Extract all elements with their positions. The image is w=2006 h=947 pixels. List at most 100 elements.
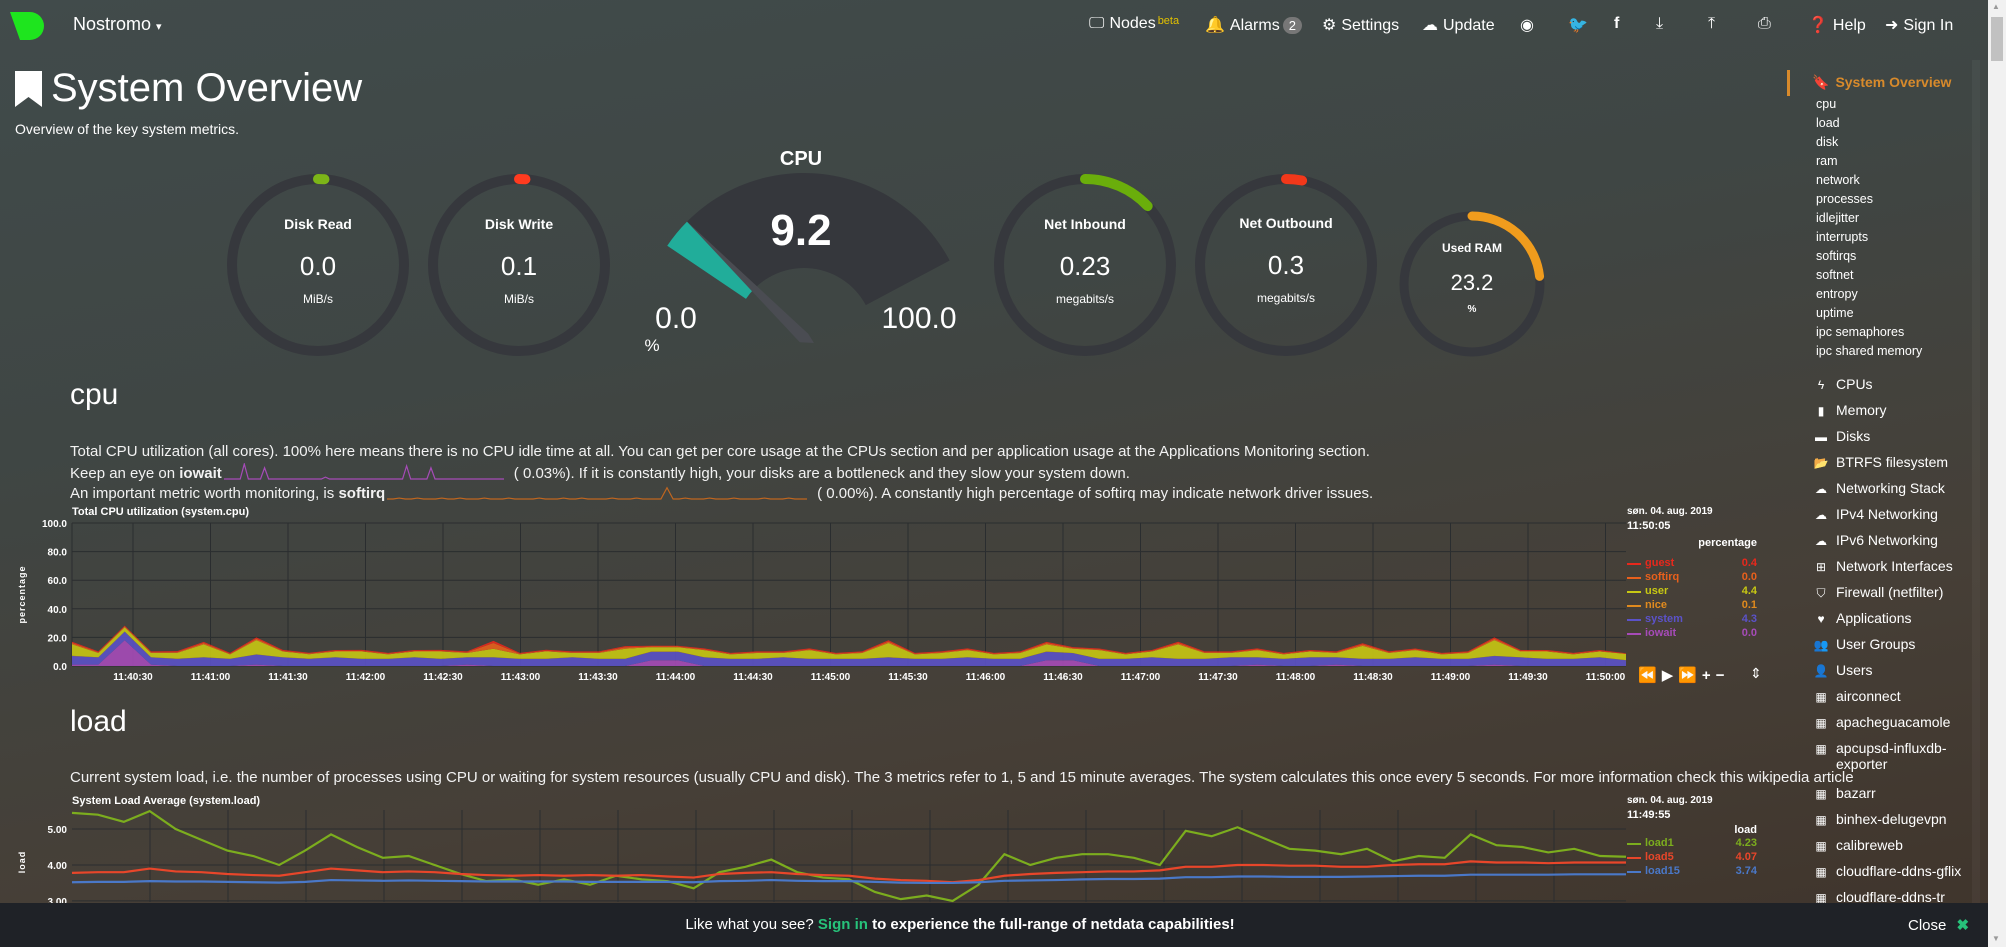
sidebar-item-bazarr[interactable]: ▦ bazarr: [1812, 785, 1875, 801]
sidebar-item-ipv4-networking[interactable]: ☁ IPv4 Networking: [1812, 506, 1938, 522]
sidebar-item-applications[interactable]: ♥ Applications: [1812, 610, 1911, 626]
grid-icon: ▦: [1815, 891, 1827, 905]
cpu-gauge-unit: %: [644, 336, 660, 355]
y-tick-label: 20.0: [48, 633, 68, 644]
sidebar-item-apcupsd-influxdb-[interactable]: ▦ apcupsd-influxdb-exporter: [1812, 740, 1946, 772]
sidebar-subitem-softirqs[interactable]: softirqs: [1816, 249, 1857, 263]
upload-icon[interactable]: ⤒: [1708, 15, 1716, 32]
nav-update[interactable]: ☁ Update: [1422, 15, 1495, 35]
sidebar-item-label: apacheguacamole: [1836, 714, 1951, 730]
sidebar-subitem-ram[interactable]: ram: [1816, 154, 1838, 168]
line-load1: [71, 809, 1627, 903]
sidebar-item-network-interfaces[interactable]: ⊞ Network Interfaces: [1812, 558, 1953, 574]
legend-item-system[interactable]: system 4.3: [1627, 613, 1757, 627]
sidebar-subitem-network[interactable]: network: [1816, 173, 1860, 187]
sidebar-subitem-softnet[interactable]: softnet: [1816, 268, 1854, 282]
sidebar-subitem-disk[interactable]: disk: [1816, 135, 1839, 149]
legend-swatch: [1627, 619, 1641, 621]
legend-value: 0.1: [1741, 599, 1757, 611]
zoom-in-icon[interactable]: +: [1701, 667, 1716, 684]
sidebar-item-ipv6-networking[interactable]: ☁ IPv6 Networking: [1812, 532, 1938, 548]
legend-item-load15[interactable]: load15 3.74: [1627, 865, 1757, 879]
rewind-icon[interactable]: ⏪: [1638, 667, 1662, 684]
load-chart[interactable]: 5.00 4.00 3.00 load: [0, 800, 1630, 903]
facebook-icon[interactable]: f: [1614, 15, 1620, 32]
sidebar-item-cloudflare-ddns-tr[interactable]: ▦ cloudflare-ddns-tr: [1812, 889, 1945, 905]
sidebar-item-label: Users: [1836, 662, 1873, 678]
legend-item-user[interactable]: user 4.4: [1627, 585, 1757, 599]
cpu-gauge-label: CPU: [779, 148, 823, 170]
sidebar-subitem-interrupts[interactable]: interrupts: [1816, 230, 1869, 244]
netdata-logo[interactable]: [10, 12, 44, 40]
sidebar-subitem-idlejitter[interactable]: idlejitter: [1816, 211, 1860, 225]
nav-help[interactable]: ❓ Help: [1808, 15, 1866, 35]
sidebar-subitem-processes[interactable]: processes: [1816, 192, 1873, 206]
print-icon[interactable]: ⎙: [1758, 15, 1771, 32]
sidebar-item-cloudflare-ddns-gflix[interactable]: ▦ cloudflare-ddns-gflix: [1812, 863, 1961, 879]
nav-settings[interactable]: ⚙ Settings: [1322, 15, 1399, 35]
legend-item-iowait[interactable]: iowait 0.0: [1627, 627, 1757, 641]
sidebar-item-airconnect[interactable]: ▦ airconnect: [1812, 688, 1900, 704]
x-tick-label: 11:41:00: [191, 672, 231, 683]
grid-icon: ▦: [1815, 839, 1827, 853]
legend-item-load1[interactable]: load1 4.23: [1627, 837, 1757, 851]
scroll-down-icon[interactable]: ▼: [1992, 934, 2000, 943]
net-outbound-value: 0.3: [1267, 250, 1305, 280]
sign-in-link[interactable]: Sign in: [817, 916, 868, 933]
legend-item-nice[interactable]: nice 0.1: [1627, 599, 1757, 613]
close-label: Close: [1908, 917, 1947, 934]
sidebar-item-cpus[interactable]: ϟ CPUs: [1812, 376, 1873, 392]
sidebar-item-disks[interactable]: ▬ Disks: [1812, 428, 1870, 444]
host-selector[interactable]: Nostromo ▾: [73, 14, 162, 35]
sidebar-item-binhex-delugevpn[interactable]: ▦ binhex-delugevpn: [1812, 811, 1946, 827]
sidebar-subitem-ipc-semaphores[interactable]: ipc semaphores: [1816, 325, 1905, 339]
sidebar-item-users[interactable]: 👤 Users: [1812, 662, 1873, 678]
sidebar-subitem-load[interactable]: load: [1816, 116, 1840, 130]
zoom-out-icon[interactable]: −: [1715, 667, 1730, 684]
cpu-gauge-value: 9.2: [770, 206, 832, 255]
play-icon[interactable]: ▶: [1661, 667, 1679, 684]
cpu-chart[interactable]: 100.0 80.0 60.0 40.0 20.0 0.0 11:40:30 11:41:00…: [0, 500, 1630, 690]
scroll-up-icon[interactable]: ▲: [1992, 2, 2000, 11]
nav-nodes[interactable]: 🖵 Nodes beta: [1089, 15, 1179, 33]
softirq-sparkline: [387, 486, 808, 500]
twitter-icon[interactable]: 🐦: [1568, 17, 1588, 34]
close-banner-button[interactable]: Close ✖: [1908, 916, 1969, 934]
sidebar-item-btrfs-filesystem[interactable]: 📂 BTRFS filesystem: [1812, 454, 1949, 470]
page-scrollbar[interactable]: ▲ ▼: [1988, 0, 2006, 947]
legend-name: iowait: [1645, 627, 1677, 639]
sidebar-item-label: User Groups: [1836, 636, 1916, 652]
x-tick-label: 11:44:30: [733, 672, 773, 683]
scrollbar-thumb[interactable]: [1991, 17, 2003, 61]
sidebar-scrollbar[interactable]: [1972, 60, 1980, 903]
sidebar-item-networking-stack[interactable]: ☁ Networking Stack: [1812, 480, 1945, 496]
sidebar-item-firewall-netfilter-[interactable]: ⛉ Firewall (netfilter): [1812, 584, 1943, 601]
legend-item-load5[interactable]: load5 4.07: [1627, 851, 1757, 865]
github-icon[interactable]: ◉: [1520, 17, 1534, 34]
y-tick-label: 5.00: [48, 825, 68, 836]
sidebar-item-label: Memory: [1836, 402, 1887, 418]
sidebar-item-label: Firewall (netfilter): [1836, 584, 1944, 600]
resize-icon[interactable]: ⇕: [1750, 665, 1762, 681]
sidebar-item-system-overview[interactable]: 🔖 System Overview: [1812, 74, 1951, 91]
grid-icon: ▦: [1815, 742, 1827, 756]
sidebar-item-calibreweb[interactable]: ▦ calibreweb: [1812, 837, 1903, 853]
y-tick-label: 3.00: [48, 897, 68, 903]
nav-alarms[interactable]: 🔔 Alarms 2: [1205, 15, 1302, 35]
sidebar-subitem-entropy[interactable]: entropy: [1816, 287, 1858, 301]
x-tick-label: 11:45:30: [888, 672, 928, 683]
sidebar-item-label: BTRFS filesystem: [1836, 454, 1949, 470]
sidebar-subitem-cpu[interactable]: cpu: [1816, 97, 1837, 111]
sidebar-item-label: calibreweb: [1836, 837, 1903, 853]
sidebar-item-user-groups[interactable]: 👥 User Groups: [1812, 636, 1916, 652]
fast-forward-icon[interactable]: ⏩: [1678, 667, 1702, 684]
legend-item-guest[interactable]: guest 0.4: [1627, 557, 1757, 571]
download-icon[interactable]: ⤓: [1656, 15, 1664, 32]
nav-sign-in[interactable]: ➜ Sign In: [1885, 15, 1953, 35]
legend-swatch: [1627, 605, 1641, 607]
sidebar-item-apacheguacamole[interactable]: ▦ apacheguacamole: [1812, 714, 1950, 730]
sidebar-subitem-ipc-shared-memory[interactable]: ipc shared memory: [1816, 344, 1923, 358]
legend-item-softirq[interactable]: softirq 0.0: [1627, 571, 1757, 585]
sidebar-subitem-uptime[interactable]: uptime: [1816, 306, 1854, 320]
sidebar-item-memory[interactable]: ▮ Memory: [1812, 402, 1887, 418]
